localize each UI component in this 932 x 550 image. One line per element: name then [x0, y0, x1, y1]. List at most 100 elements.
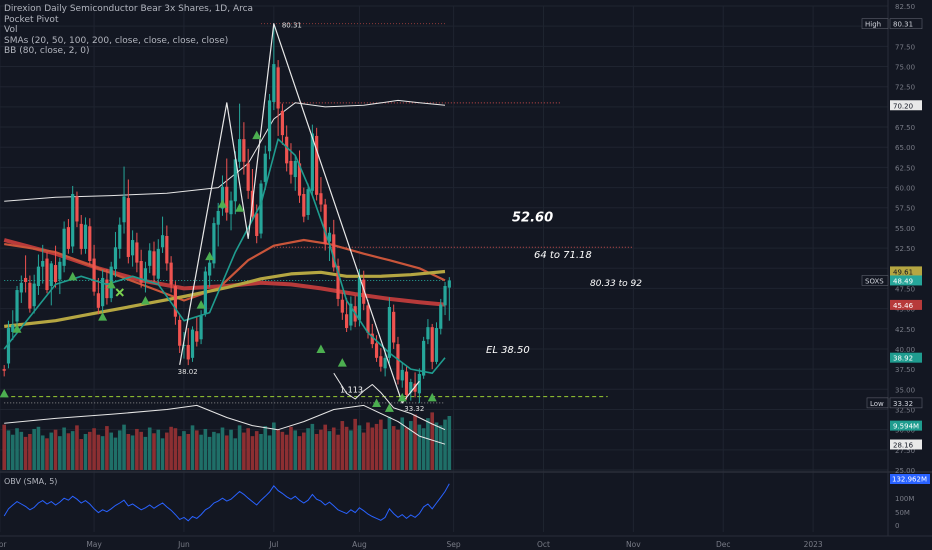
volume-bar: [130, 435, 135, 470]
volume-bar: [100, 436, 105, 470]
volume-bar: [340, 421, 345, 470]
volume-bar: [387, 416, 392, 470]
candle-body: [263, 153, 267, 182]
y-tick-label: 62.50: [895, 164, 915, 172]
candle-body: [105, 279, 109, 299]
candle-body: [53, 265, 58, 282]
volume-bar: [66, 433, 71, 470]
candle-body: [280, 110, 284, 136]
axis-price-tag: [890, 266, 922, 277]
axis-price-tag: [890, 420, 922, 431]
axis-price-value: 48.49: [893, 277, 913, 285]
fib-label: 1.113: [340, 386, 363, 395]
volume-bar: [417, 424, 422, 470]
axis-tag-name: SOXS: [865, 277, 884, 285]
x-tick-label: Aug: [352, 540, 367, 549]
symbol-title[interactable]: Direxion Daily Semiconductor Bear 3x Sha…: [4, 4, 254, 14]
candle-body: [199, 315, 203, 340]
volume-bar: [126, 434, 131, 470]
candle-body: [45, 258, 49, 291]
x-tick-label: Sep: [447, 540, 461, 549]
volume-bar: [135, 428, 139, 470]
obv-tick-label: 0: [895, 522, 899, 530]
volume-bar: [259, 434, 263, 470]
volume-bar: [263, 426, 268, 470]
x-tick-label: Apr: [0, 540, 7, 549]
pocket-pivot-triangle: [316, 344, 326, 353]
candle-body: [212, 223, 216, 264]
indicator-pocket-pivot[interactable]: Pocket Pivot: [4, 14, 59, 25]
y-tick-label: 25.00: [895, 467, 915, 475]
volume-bar: [237, 425, 242, 470]
obv-last-value: 132.962M: [892, 476, 927, 484]
y-tick-label: 35.00: [895, 386, 915, 394]
volume-bar: [366, 422, 370, 470]
candle-body: [143, 268, 148, 282]
candle-body: [182, 344, 186, 346]
y-tick-label: 72.50: [895, 84, 915, 92]
volume-bar: [122, 424, 126, 470]
volume-bar: [62, 427, 66, 470]
pocket-pivot-triangle: [252, 130, 262, 140]
volume-bar: [36, 426, 41, 470]
candle-body: [79, 223, 83, 249]
indicator-smas[interactable]: SMAs (20, 50, 100, 200, close, close, cl…: [4, 35, 229, 46]
candle-body: [66, 227, 70, 249]
x-tick-label: 2023: [804, 540, 823, 549]
candle-body: [400, 369, 404, 381]
volume-bar: [216, 433, 220, 470]
pocket-pivot-triangle: [140, 296, 150, 305]
volume-bar: [267, 435, 272, 470]
axis-price-value: 49.61: [893, 268, 913, 276]
volume-bar: [336, 434, 340, 470]
volume-bar: [49, 432, 54, 470]
indicator-bollinger[interactable]: BB (80, close, 2, 0): [4, 46, 90, 56]
pocket-pivot-triangle: [205, 251, 215, 261]
volume-bar: [289, 426, 293, 470]
candle-body: [439, 304, 443, 329]
candle-body: [293, 160, 297, 178]
volume-bar: [117, 430, 122, 470]
pocket-pivot-triangle: [98, 312, 108, 321]
candle-body: [332, 234, 336, 268]
candle-body: [349, 303, 353, 326]
candle-body: [392, 311, 396, 343]
axis-price-value: 70.20: [893, 102, 913, 110]
candle-body: [156, 248, 160, 279]
candle-body: [186, 344, 190, 360]
volume-bar: [92, 428, 96, 470]
candle-body: [148, 250, 152, 266]
candle-body: [310, 133, 314, 191]
axis-price-tag: [890, 439, 922, 450]
volume-bar: [96, 434, 101, 470]
indicator-volume[interactable]: Vol: [4, 25, 18, 35]
x-tick-label: Jul: [268, 540, 278, 549]
axis-price-tag: [890, 352, 922, 363]
candle-body: [122, 196, 126, 223]
volume-bar: [186, 434, 191, 470]
volume-bar: [195, 430, 199, 470]
candle-body: [297, 163, 302, 196]
volume-bar: [391, 426, 396, 470]
candle-body: [422, 340, 426, 376]
y-tick-label: 32.50: [895, 406, 915, 414]
candle-body: [443, 286, 447, 306]
volume-bar: [254, 431, 259, 470]
volume-bar: [383, 428, 387, 470]
candle-body: [267, 100, 272, 152]
candle-body: [24, 277, 28, 282]
axis-price-value: 38.92: [893, 355, 913, 363]
volume-bar: [53, 429, 58, 470]
axis-tag-name-box: [866, 397, 889, 409]
volume-bar: [276, 428, 280, 470]
candle-body: [434, 327, 439, 362]
candle-body: [203, 271, 207, 314]
candle-body: [413, 383, 417, 392]
candle-body: [417, 373, 421, 394]
y-tick-label: 65.00: [895, 144, 915, 152]
volume-bar: [374, 423, 379, 470]
candle-body: [306, 189, 310, 216]
candle-body: [327, 232, 332, 242]
volume-bar: [306, 428, 310, 470]
